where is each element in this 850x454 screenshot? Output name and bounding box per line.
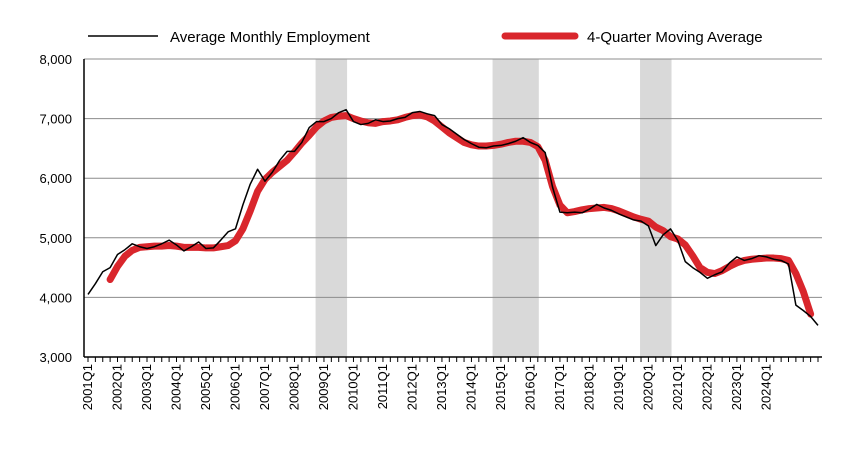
x-tick-label: 2005Q1 — [198, 364, 213, 410]
axes — [83, 59, 822, 362]
y-tick-label: 6,000 — [39, 171, 72, 186]
x-tick-labels: 2001Q1 2002Q1 2003Q1 2004Q1 2005Q1 2006Q1 2007… — [80, 364, 773, 410]
x-tick-label: 2019Q1 — [611, 364, 626, 410]
x-tick-label: 2017Q1 — [552, 364, 567, 410]
legend-label-employment: Average Monthly Employment — [170, 29, 371, 46]
shaded-period-1 — [315, 59, 348, 357]
x-tick-label: 2010Q1 — [345, 364, 360, 410]
series-line-moving-average — [106, 111, 815, 318]
x-tick-label: 2024Q1 — [758, 364, 773, 410]
y-tick-label: 5,000 — [39, 231, 72, 246]
y-tick-label: 8,000 — [39, 52, 72, 67]
x-tick-label: 2014Q1 — [463, 364, 478, 410]
x-tick-label: 2021Q1 — [670, 364, 685, 410]
x-tick-label: 2013Q1 — [434, 364, 449, 410]
shaded-periods — [315, 59, 672, 357]
gridlines — [84, 58, 822, 298]
x-tick-label: 2022Q1 — [699, 364, 714, 410]
shaded-period-3 — [640, 59, 672, 357]
shaded-period-2 — [492, 59, 539, 357]
x-tick-label: 2023Q1 — [729, 364, 744, 410]
x-tick-label: 2009Q1 — [316, 364, 331, 410]
x-tick-label: 2012Q1 — [404, 364, 419, 410]
series-line-employment — [87, 108, 819, 326]
x-tick-label: 2016Q1 — [522, 364, 537, 410]
x-tick-label: 2004Q1 — [168, 364, 183, 410]
x-tick-label: 2011Q1 — [375, 364, 390, 409]
x-tick-label: 2003Q1 — [139, 364, 154, 410]
legend: Average Monthly Employment 4-Quarter Mov… — [88, 29, 763, 46]
x-tick-label: 2007Q1 — [257, 364, 272, 410]
x-tick-label: 2001Q1 — [80, 364, 95, 410]
y-tick-label: 7,000 — [39, 112, 72, 127]
x-tick-label: 2020Q1 — [640, 364, 655, 410]
y-tick-labels: 3,000 4,000 5,000 6,000 7,000 8,000 — [39, 52, 72, 365]
x-tick-label: 2008Q1 — [286, 364, 301, 410]
y-tick-label: 4,000 — [39, 290, 72, 305]
x-tick-label: 2006Q1 — [227, 364, 242, 410]
y-tick-label: 3,000 — [39, 350, 72, 365]
legend-label-moving-average: 4-Quarter Moving Average — [587, 29, 763, 46]
x-tick-label: 2018Q1 — [581, 364, 596, 410]
series-layer — [87, 108, 819, 326]
x-tick-label: 2002Q1 — [109, 364, 124, 410]
x-tick-label: 2015Q1 — [493, 364, 508, 410]
